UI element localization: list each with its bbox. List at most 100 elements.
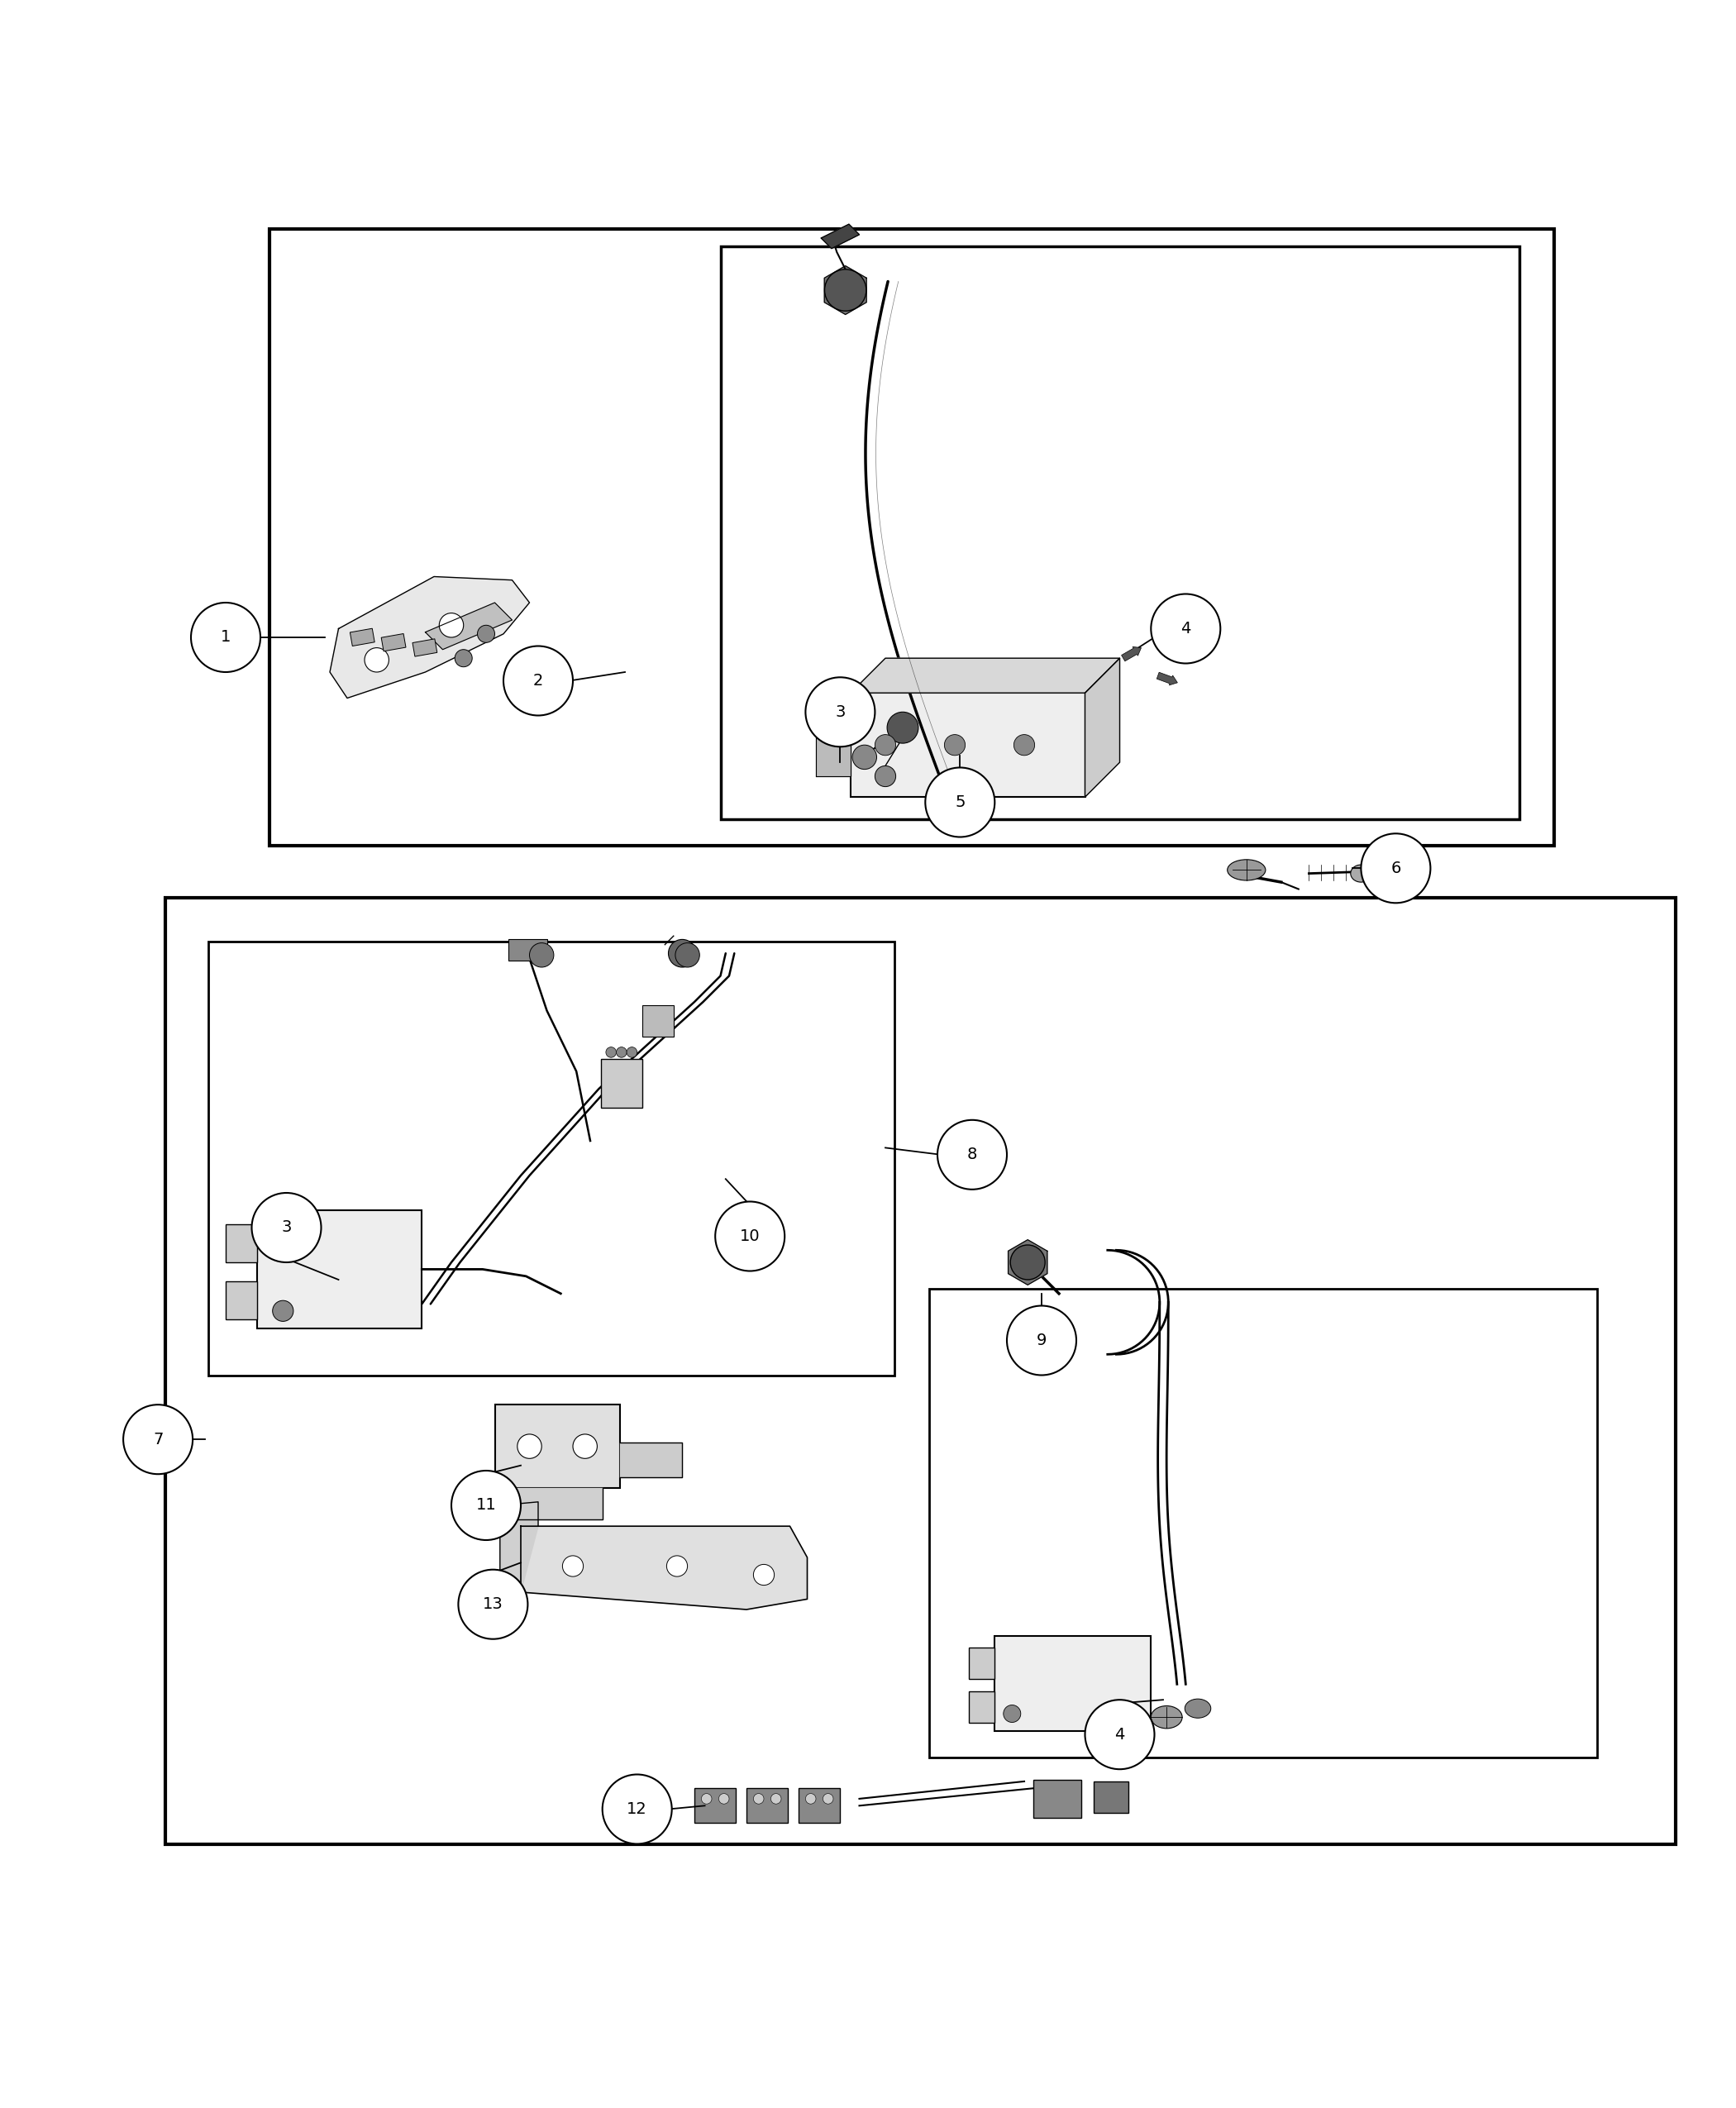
Circle shape: [925, 767, 995, 837]
Circle shape: [627, 1048, 637, 1058]
Circle shape: [806, 677, 875, 746]
Polygon shape: [500, 1501, 538, 1592]
Circle shape: [825, 270, 866, 312]
Circle shape: [455, 649, 472, 666]
Bar: [269, 230, 1554, 845]
Bar: [351, 628, 375, 645]
Bar: [1033, 1779, 1082, 1817]
Text: 3: 3: [835, 704, 845, 719]
Polygon shape: [1085, 658, 1120, 797]
Circle shape: [451, 1471, 521, 1541]
Bar: [746, 1788, 788, 1823]
Polygon shape: [425, 603, 512, 649]
Text: 9: 9: [1036, 1332, 1047, 1349]
Text: 4: 4: [1115, 1726, 1125, 1743]
Bar: [1094, 1781, 1128, 1813]
Polygon shape: [825, 266, 866, 314]
Bar: [929, 1288, 1597, 1758]
Circle shape: [365, 647, 389, 672]
Circle shape: [1010, 1246, 1045, 1280]
Polygon shape: [816, 715, 851, 776]
Bar: [509, 940, 547, 961]
Text: 12: 12: [627, 1802, 648, 1817]
Circle shape: [573, 1433, 597, 1459]
Circle shape: [771, 1794, 781, 1804]
Bar: [694, 1788, 736, 1823]
Circle shape: [852, 744, 877, 769]
Bar: [413, 639, 437, 656]
Circle shape: [517, 1433, 542, 1459]
Text: 10: 10: [740, 1229, 760, 1244]
Circle shape: [503, 645, 573, 715]
Circle shape: [1151, 594, 1220, 664]
Circle shape: [458, 1570, 528, 1640]
Ellipse shape: [1151, 1705, 1182, 1729]
Polygon shape: [512, 1488, 602, 1520]
Circle shape: [602, 1775, 672, 1844]
Text: 1: 1: [220, 630, 231, 645]
Text: 13: 13: [483, 1596, 503, 1613]
Circle shape: [1007, 1305, 1076, 1374]
Text: 7: 7: [153, 1431, 163, 1448]
Circle shape: [937, 1119, 1007, 1189]
Bar: [208, 940, 894, 1374]
Bar: [382, 635, 406, 651]
Circle shape: [562, 1556, 583, 1577]
Bar: [851, 694, 1085, 797]
Polygon shape: [1009, 1240, 1047, 1286]
Bar: [495, 1404, 620, 1488]
Bar: [642, 1006, 674, 1037]
Bar: [165, 898, 1675, 1844]
Bar: [226, 1225, 257, 1263]
FancyArrow shape: [1121, 647, 1141, 662]
Polygon shape: [330, 578, 529, 698]
Circle shape: [191, 603, 260, 672]
Ellipse shape: [1186, 1699, 1212, 1718]
Bar: [995, 1636, 1151, 1731]
Circle shape: [806, 1794, 816, 1804]
Circle shape: [719, 1794, 729, 1804]
Polygon shape: [521, 1526, 807, 1611]
Text: 6: 6: [1391, 860, 1401, 877]
FancyArrow shape: [1156, 672, 1177, 685]
Circle shape: [273, 1301, 293, 1322]
Bar: [720, 247, 1519, 820]
Bar: [969, 1648, 995, 1678]
Circle shape: [944, 734, 965, 755]
Circle shape: [823, 1794, 833, 1804]
Circle shape: [887, 713, 918, 744]
Circle shape: [875, 734, 896, 755]
Text: 2: 2: [533, 672, 543, 689]
Circle shape: [529, 942, 554, 968]
Circle shape: [675, 942, 700, 968]
Bar: [257, 1210, 422, 1328]
Circle shape: [1361, 833, 1430, 902]
Circle shape: [439, 613, 464, 637]
Text: 11: 11: [476, 1497, 496, 1514]
Circle shape: [715, 1202, 785, 1271]
Circle shape: [616, 1048, 627, 1058]
Bar: [226, 1282, 257, 1320]
Polygon shape: [620, 1442, 682, 1478]
Circle shape: [1085, 1699, 1154, 1769]
Circle shape: [1108, 1705, 1125, 1722]
Polygon shape: [851, 658, 1120, 694]
Circle shape: [123, 1404, 193, 1473]
Circle shape: [606, 1048, 616, 1058]
Text: 3: 3: [281, 1221, 292, 1235]
Circle shape: [1003, 1705, 1021, 1722]
Circle shape: [875, 765, 896, 786]
Circle shape: [667, 1556, 687, 1577]
Circle shape: [273, 1216, 293, 1237]
Text: 5: 5: [955, 795, 965, 809]
Circle shape: [701, 1794, 712, 1804]
Bar: [799, 1788, 840, 1823]
Text: 4: 4: [1180, 622, 1191, 637]
Circle shape: [668, 940, 696, 968]
Circle shape: [753, 1564, 774, 1585]
Ellipse shape: [1227, 860, 1266, 881]
Ellipse shape: [1351, 864, 1371, 881]
Circle shape: [1014, 734, 1035, 755]
Circle shape: [753, 1794, 764, 1804]
Polygon shape: [821, 223, 859, 249]
